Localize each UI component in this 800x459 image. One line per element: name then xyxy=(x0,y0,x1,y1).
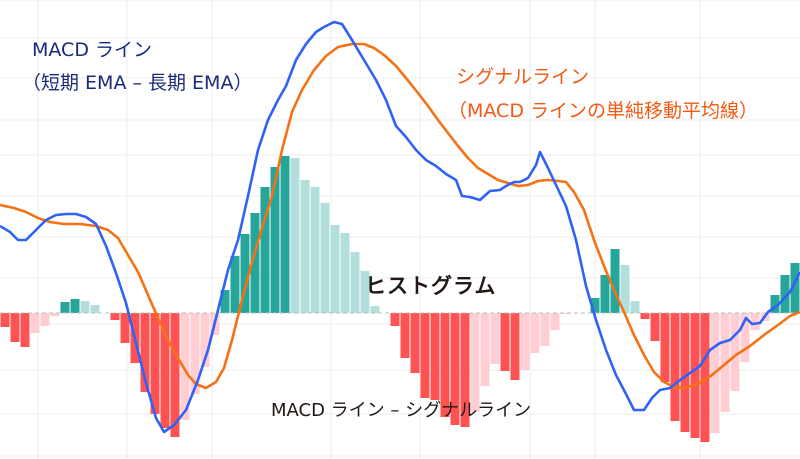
histogram-bar xyxy=(690,313,700,438)
histogram-bar xyxy=(650,313,660,341)
histogram-bar xyxy=(460,313,470,427)
histogram-bar xyxy=(610,249,620,313)
histogram-bars xyxy=(0,156,800,442)
histogram-bar xyxy=(700,313,710,442)
histogram-bar xyxy=(440,313,450,417)
histogram-bar xyxy=(420,313,430,398)
histogram-bar xyxy=(510,313,520,380)
histogram-bar xyxy=(770,295,780,313)
histogram-bar xyxy=(590,298,600,313)
histogram-bar xyxy=(30,313,40,333)
histogram-bar xyxy=(470,313,480,412)
histogram-bar xyxy=(180,313,190,420)
histogram-bar xyxy=(310,187,320,313)
histogram-bar xyxy=(170,313,180,437)
histogram-bar xyxy=(480,313,490,386)
histogram-bar xyxy=(80,301,90,313)
histogram-bar xyxy=(790,263,800,313)
histogram-bar xyxy=(270,167,280,313)
histogram-bar xyxy=(140,313,150,392)
histogram-bar xyxy=(40,313,50,326)
histogram-bar xyxy=(200,313,210,367)
histogram-bar xyxy=(600,275,610,313)
histogram-bar xyxy=(390,313,400,326)
macd-line-label: MACD ライン xyxy=(32,39,152,61)
macd-line xyxy=(0,20,800,434)
histogram-bar xyxy=(730,313,740,391)
histogram-bar xyxy=(250,213,260,313)
histogram-bar xyxy=(430,313,440,400)
histogram-bar xyxy=(620,265,630,313)
histogram-bar xyxy=(300,180,310,313)
histogram-bar xyxy=(110,313,120,320)
histogram-bar xyxy=(260,187,270,313)
signal-line xyxy=(0,42,800,390)
histogram-bar xyxy=(320,203,330,313)
histogram-bar xyxy=(350,252,360,313)
histogram-bar xyxy=(490,313,500,364)
histogram-bar xyxy=(640,313,650,319)
histogram-bar xyxy=(410,313,420,373)
histogram-bar xyxy=(10,313,20,342)
signal-line-label: シグナルライン xyxy=(456,66,590,88)
histogram-bar xyxy=(360,271,370,313)
histogram-bar xyxy=(780,275,790,313)
histogram-bar xyxy=(290,158,300,313)
histogram-bar xyxy=(60,302,70,313)
histogram-bar xyxy=(330,225,340,313)
histogram-bar xyxy=(70,299,80,313)
histogram-label: ヒストグラム xyxy=(365,274,497,298)
histogram-bar xyxy=(190,313,200,394)
histogram-bar xyxy=(340,233,350,313)
signal-line-description: （MACD ラインの単純移動平均線） xyxy=(448,100,758,122)
histogram-bar xyxy=(240,234,250,313)
histogram-bar xyxy=(50,313,60,316)
histogram-formula: MACD ライン – シグナルライン xyxy=(271,400,532,421)
histogram-bar xyxy=(160,313,170,428)
histogram-bar xyxy=(560,313,570,314)
histogram-bar xyxy=(550,313,560,330)
histogram-bar xyxy=(0,313,10,327)
histogram-bar xyxy=(740,313,750,362)
histogram-bar xyxy=(500,313,510,371)
histogram-bar xyxy=(20,313,30,347)
histogram-bar xyxy=(400,313,410,358)
histogram-bar xyxy=(660,313,670,382)
histogram-bar xyxy=(150,313,160,414)
macd-line-formula: （短期 EMA – 長期 EMA） xyxy=(22,72,253,94)
histogram-bar xyxy=(220,290,230,313)
histogram-bar xyxy=(750,313,760,330)
histogram-bar xyxy=(370,306,380,313)
histogram-bar xyxy=(280,156,290,313)
histogram-bar xyxy=(670,313,680,421)
histogram-bar xyxy=(630,301,640,313)
histogram-bar xyxy=(520,313,530,370)
histogram-bar xyxy=(530,313,540,353)
histogram-bar xyxy=(120,313,130,343)
histogram-bar xyxy=(540,313,550,346)
histogram-bar xyxy=(230,256,240,313)
histogram-bar xyxy=(680,313,690,432)
histogram-bar xyxy=(450,313,460,425)
histogram-bar xyxy=(90,305,100,313)
